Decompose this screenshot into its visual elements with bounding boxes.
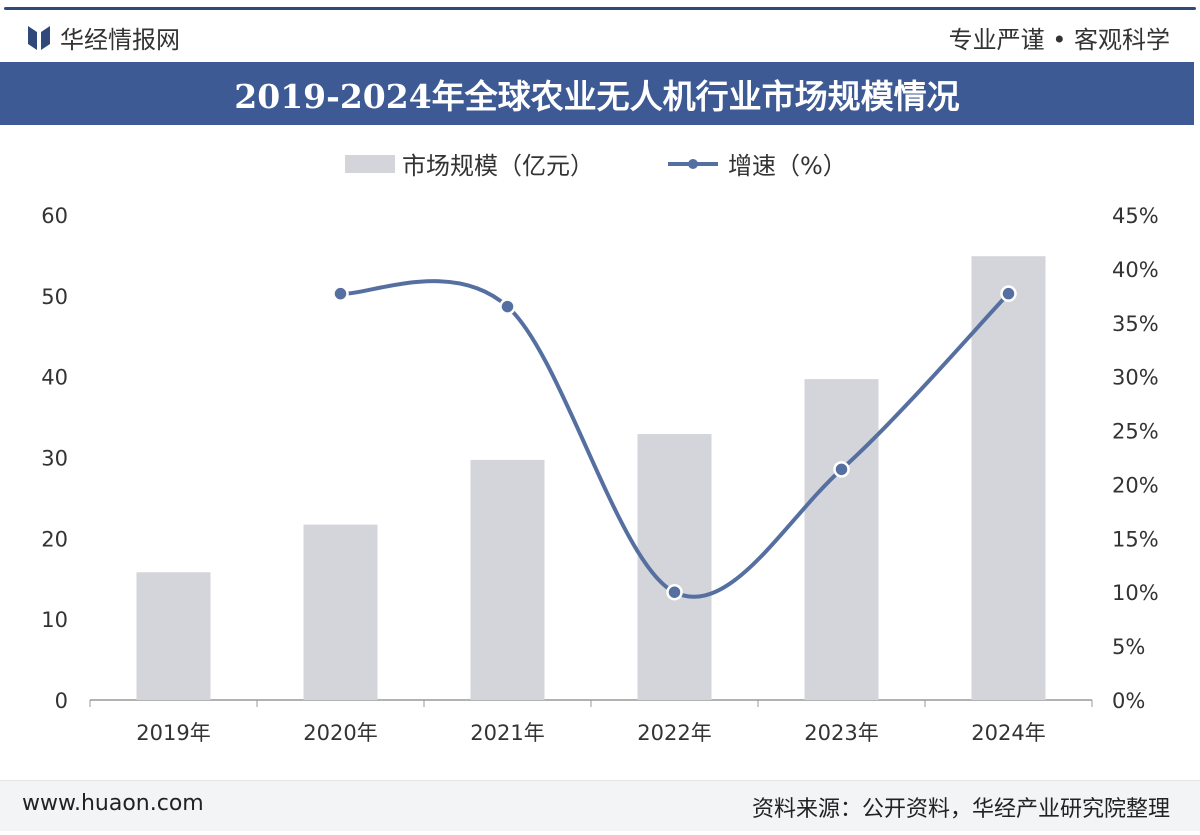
bar-2024年	[971, 256, 1046, 700]
y-left-tick: 60	[41, 204, 68, 228]
chart-title: 2019-2024年全球农业无人机行业市场规模情况	[0, 62, 1194, 125]
source-note: 资料来源：公开资料，华经产业研究院整理	[751, 797, 1170, 822]
growth-point-2024年	[1000, 285, 1017, 302]
x-tick-label: 2022年	[637, 721, 711, 745]
bar-2019年	[136, 572, 211, 700]
brand-logo-icon	[28, 25, 50, 50]
footer: www.huaon.com 资料来源：公开资料，华经产业研究院整理	[0, 780, 1200, 831]
growth-point-2023年	[833, 461, 850, 478]
y-right-tick: 25%	[1112, 420, 1159, 444]
legend-line-label: 增速（%）	[728, 152, 847, 180]
y-right-tick: 0%	[1112, 689, 1145, 713]
x-tick-label: 2021年	[470, 721, 544, 745]
x-tick-label: 2020年	[303, 721, 377, 745]
brand-name: 华经情报网	[60, 26, 180, 54]
y-right-tick: 35%	[1112, 312, 1159, 336]
x-tick-label: 2019年	[136, 721, 210, 745]
legend-bar-swatch	[345, 155, 395, 173]
x-tick-label: 2023年	[804, 721, 878, 745]
bar-2021年	[470, 459, 545, 700]
chart: 市场规模（亿元） 增速（%） 0 10 20 30 40 50 60 0% 5% 10% 15% 20% 2…	[41, 152, 1159, 745]
site-url[interactable]: www.huaon.com	[22, 791, 204, 816]
growth-point-2022年	[666, 583, 683, 601]
growth-point-2021年	[499, 298, 516, 315]
y-right-tick: 40%	[1112, 258, 1159, 282]
y-left-tick: 40	[41, 366, 68, 390]
y-right-tick: 30%	[1112, 366, 1159, 390]
y-left-tick: 0	[55, 689, 68, 713]
y-left-tick: 20	[41, 527, 68, 551]
y-right-tick: 5%	[1112, 635, 1145, 659]
bar-2020年	[303, 524, 378, 700]
brand: 华经情报网	[28, 20, 180, 55]
legend-line-marker	[688, 159, 698, 169]
growth-point-2020年	[332, 285, 349, 302]
y-right-tick: 20%	[1112, 473, 1159, 497]
top-rule	[4, 7, 1196, 10]
slogan: 专业严谨 • 客观科学	[948, 26, 1170, 54]
x-tick-label: 2024年	[971, 721, 1045, 745]
y-left-tick: 30	[41, 447, 68, 471]
legend-bar-label: 市场规模（亿元）	[402, 152, 594, 180]
y-right-tick: 45%	[1112, 204, 1159, 228]
y-left-tick: 10	[41, 608, 68, 632]
bar-2023年	[804, 379, 879, 700]
y-right-tick: 15%	[1112, 527, 1159, 551]
y-left-tick: 50	[41, 285, 68, 309]
y-right-tick: 10%	[1112, 581, 1159, 605]
